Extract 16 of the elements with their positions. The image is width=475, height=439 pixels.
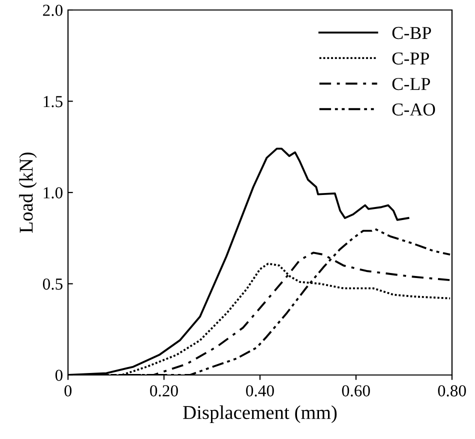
y-tick-label: 1.5 [44, 96, 62, 108]
legend-label: C-AO [392, 103, 436, 116]
x-tick-label: 0.80 [438, 385, 466, 397]
x-tick-label: 0.60 [342, 385, 370, 397]
legend-label: C-PP [392, 52, 430, 65]
legend-label: C-BP [392, 26, 432, 40]
x-tick-label: 0 [64, 385, 72, 396]
x-tick-label: 0.40 [246, 385, 274, 397]
x-axis-title: Displacement (mm) [183, 405, 337, 424]
x-tick-label: 0.20 [150, 385, 178, 397]
y-tick-label: 2.0 [43, 4, 63, 16]
y-tick-label: 1.0 [44, 187, 63, 199]
legend-label: C-LP [392, 78, 430, 90]
y-axis-title: Load (kN) [19, 152, 37, 233]
y-tick-label: 0.5 [42, 278, 62, 290]
y-tick-label: 0 [55, 370, 63, 381]
